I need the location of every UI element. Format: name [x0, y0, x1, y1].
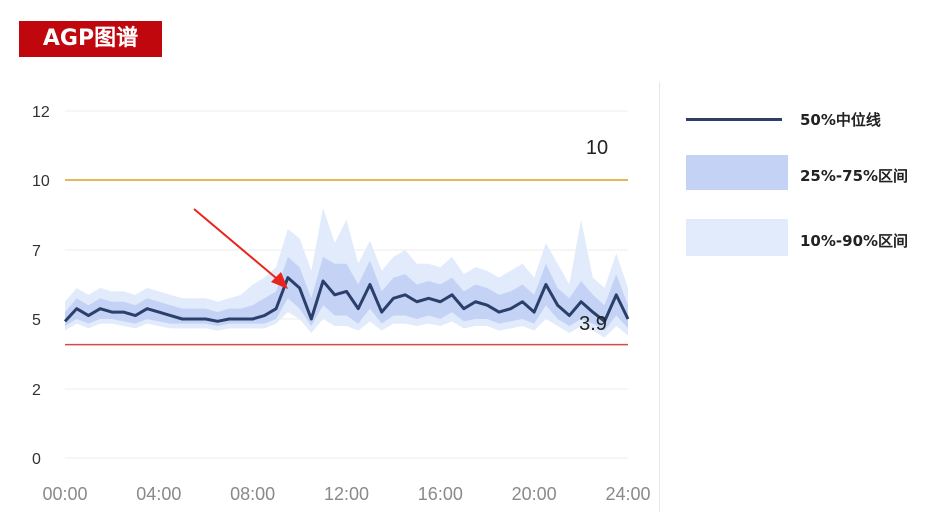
y-tick-label: 2 — [32, 382, 41, 399]
legend-item-outer: 10%-90%区间 — [686, 219, 926, 259]
x-tick-label: 04:00 — [136, 484, 181, 504]
upper-target-label: 10 — [586, 137, 608, 159]
legend-swatch-iqr — [686, 155, 788, 190]
legend-label-iqr: 25%-75%区间 — [800, 167, 909, 185]
lower-target-label: 3.9 — [579, 313, 607, 335]
legend-divider — [659, 82, 660, 512]
median-line — [63, 276, 630, 323]
x-tick-label: 16:00 — [418, 484, 463, 504]
legend-item-median: 50%中位线 — [686, 100, 926, 140]
agp-title-badge: AGP图谱 — [19, 21, 162, 57]
y-tick-label: 12 — [32, 104, 50, 121]
x-tick-label: 24:00 — [605, 484, 650, 504]
x-tick-label: 00:00 — [42, 484, 87, 504]
annotation-arrow-shaft — [193, 208, 283, 284]
x-tick-label: 20:00 — [512, 484, 557, 504]
x-tick-label: 08:00 — [230, 484, 275, 504]
x-tick-label: 12:00 — [324, 484, 369, 504]
y-tick-label: 10 — [32, 173, 50, 190]
y-tick-label: 0 — [32, 451, 41, 468]
legend-label-outer: 10%-90%区间 — [800, 232, 909, 250]
y-tick-label: 7 — [32, 243, 41, 260]
legend-label-median: 50%中位线 — [800, 111, 881, 129]
y-tick-label: 5 — [32, 312, 41, 329]
legend-swatch-outer — [686, 219, 788, 256]
agp-chart: 0 2 5 7 10 12 00:00 04:00 08:00 12:00 16:00 20:00 24… — [32, 104, 651, 504]
legend-swatch-median — [686, 118, 782, 121]
annotation-arrow-head — [271, 272, 288, 289]
legend-item-iqr: 25%-75%区间 — [686, 155, 926, 195]
